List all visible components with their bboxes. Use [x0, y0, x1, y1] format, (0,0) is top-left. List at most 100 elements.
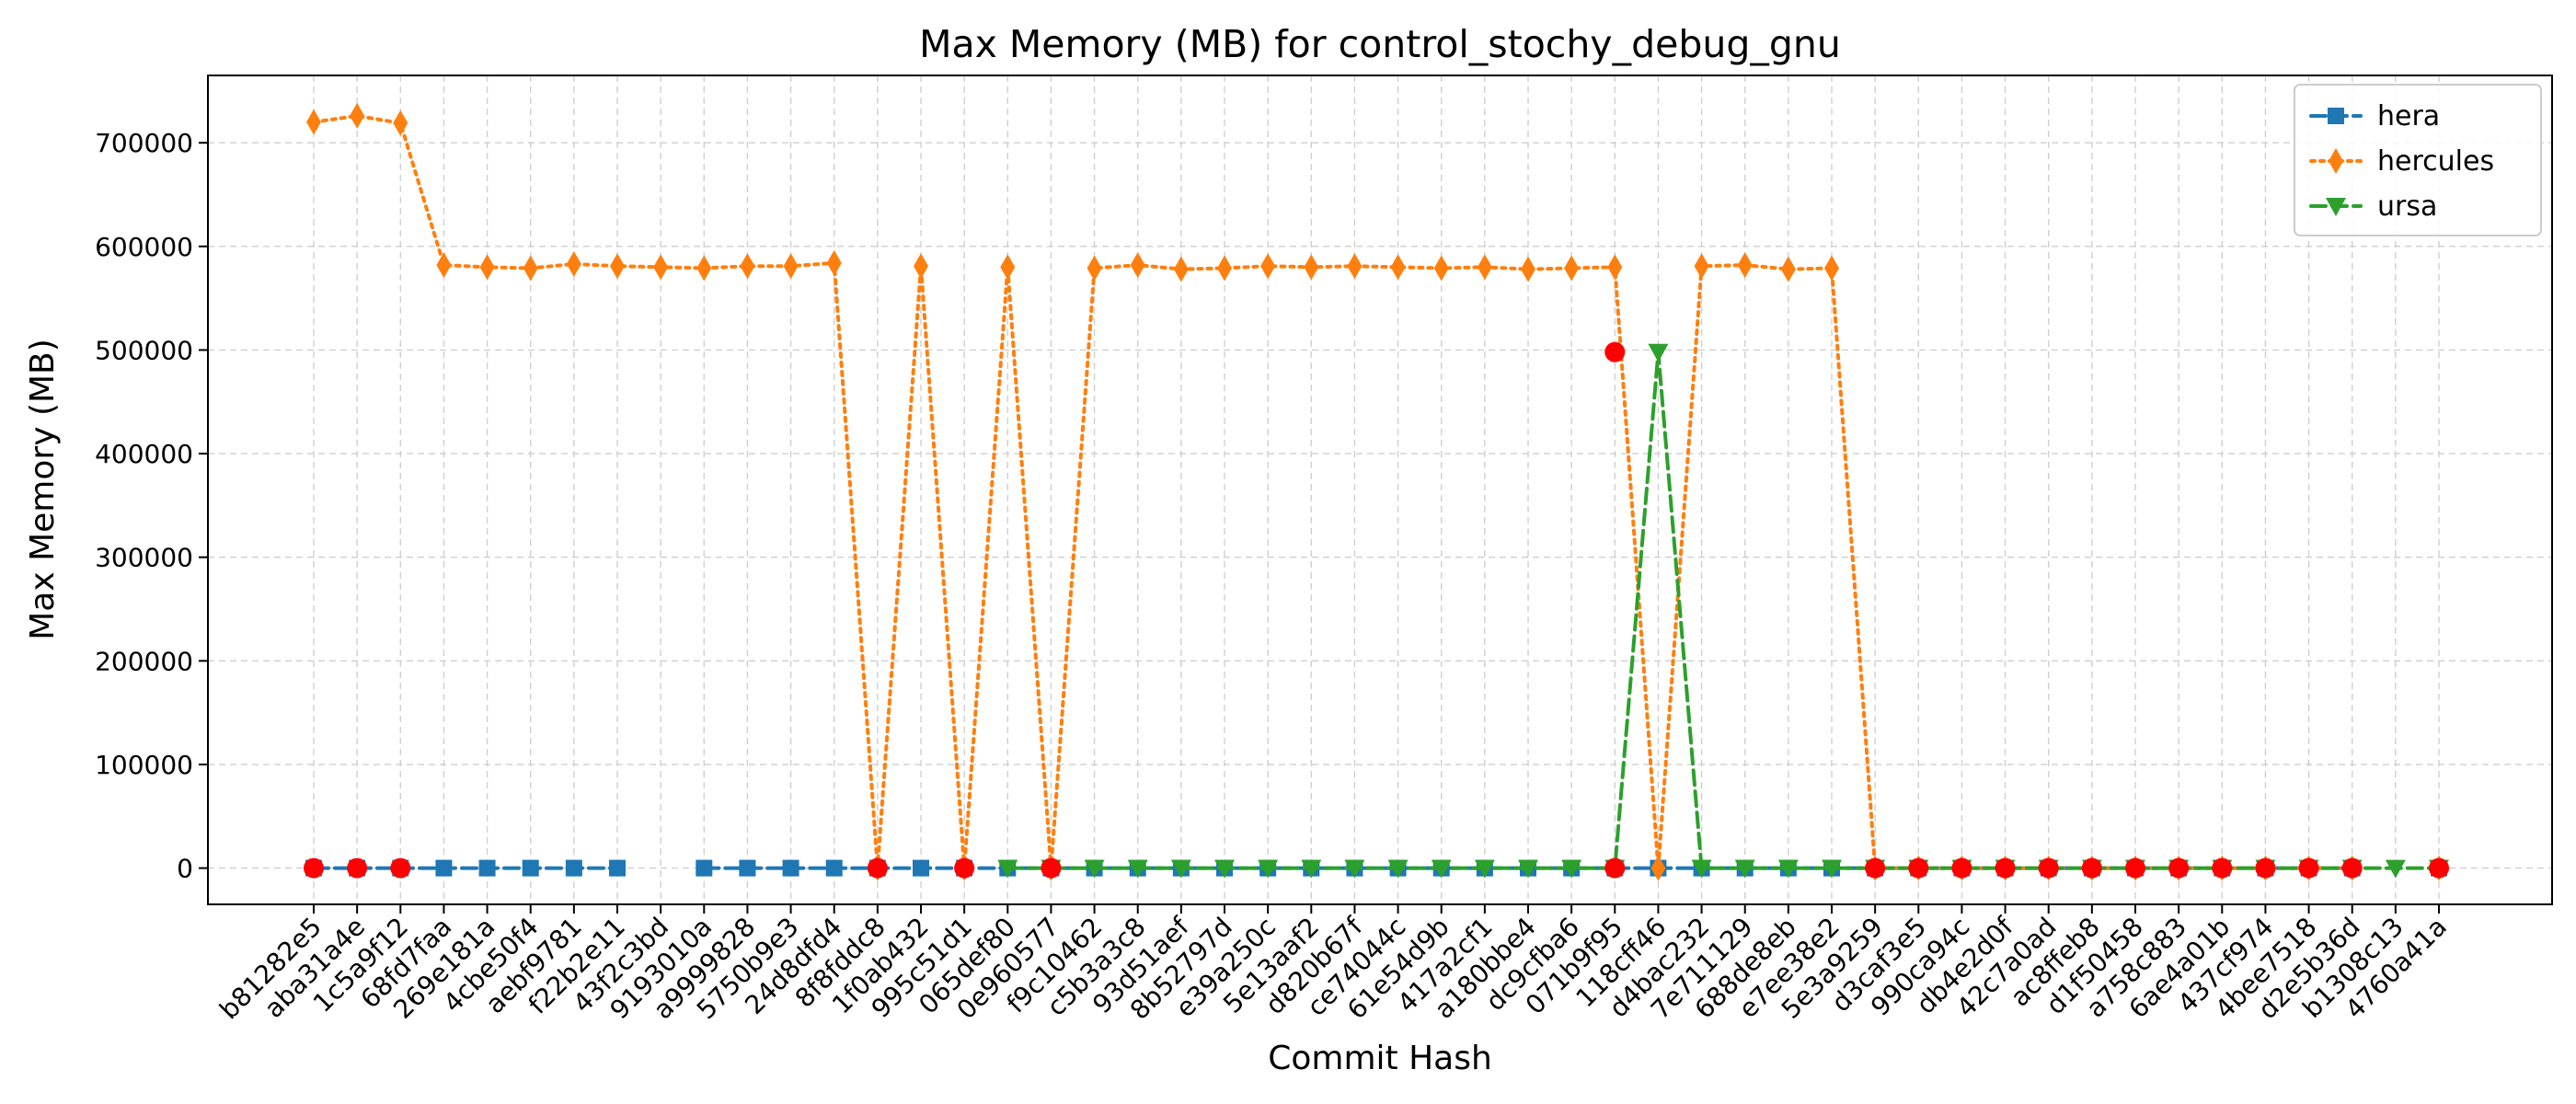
- highlight-point: [2341, 857, 2363, 879]
- data-point-hercules: [1130, 252, 1145, 279]
- y-axis: 0 100000 200000 300000 400000 500000 600000 700…: [95, 128, 208, 884]
- data-point-hercules: [1000, 254, 1016, 281]
- y-tick-label: 600000: [95, 232, 193, 262]
- data-point-hera: [782, 859, 799, 877]
- y-tick-label: 700000: [95, 128, 193, 158]
- data-point-hercules: [1217, 255, 1232, 282]
- data-point-hercules: [1304, 254, 1319, 281]
- data-point-ursa: [997, 859, 1018, 879]
- series-ursa: [997, 343, 2449, 879]
- data-point-hercules: [393, 109, 408, 136]
- data-point-hercules: [1737, 252, 1753, 279]
- data-point-ursa: [1214, 859, 1235, 879]
- data-point-hera: [739, 859, 756, 877]
- data-point-ursa: [1474, 859, 1495, 879]
- data-point-hera: [825, 859, 843, 877]
- data-point-hercules: [1260, 253, 1276, 280]
- data-point-hercules: [1477, 254, 1492, 281]
- y-tick-label: 100000: [95, 750, 193, 780]
- highlight-point: [1908, 857, 1929, 879]
- highlight-point: [2212, 857, 2233, 879]
- legend-entry-hercules: hercules: [2309, 145, 2494, 178]
- data-point-ursa: [1777, 859, 1799, 879]
- data-point-hercules: [436, 252, 452, 279]
- data-point-ursa: [1734, 859, 1755, 879]
- legend: hera hercules ursa: [2294, 84, 2542, 236]
- data-point-hercules: [479, 254, 495, 281]
- highlight-point: [2081, 857, 2102, 879]
- data-point-hercules: [1390, 254, 1406, 281]
- data-point-hercules: [1564, 255, 1580, 282]
- data-point-hercules: [1087, 255, 1102, 282]
- highlight-point: [954, 857, 975, 879]
- data-point-ursa: [2385, 859, 2406, 879]
- series-line-hercules: [312, 113, 2354, 870]
- data-point-hera: [565, 859, 582, 877]
- y-tick-label: 300000: [95, 543, 193, 573]
- y-tick-label: 400000: [95, 439, 193, 469]
- data-point-hera: [609, 859, 626, 877]
- y-tick-label: 200000: [95, 646, 193, 676]
- data-point-hercules: [1694, 253, 1709, 280]
- plot-frame: [207, 75, 2553, 905]
- grid: [208, 75, 2552, 904]
- legend-label: ursa: [2377, 190, 2437, 223]
- highlight-point: [2038, 857, 2059, 879]
- data-point-ursa: [1258, 859, 1279, 879]
- data-point-ursa: [1691, 859, 1712, 879]
- data-point-hercules: [1824, 255, 1839, 282]
- series-layer: [305, 102, 2449, 881]
- legend-label: hercules: [2377, 145, 2494, 178]
- legend-entry-hera: hera: [2309, 100, 2440, 132]
- legend-marker: [2326, 198, 2346, 216]
- highlight-point: [1995, 857, 2016, 879]
- data-point-hercules: [610, 253, 625, 280]
- data-point-hercules: [306, 109, 321, 135]
- data-point-ursa: [1170, 859, 1191, 879]
- legend-label: hera: [2377, 100, 2440, 132]
- data-point-hercules: [1607, 254, 1623, 281]
- data-point-hercules: [566, 250, 581, 277]
- data-point-ursa: [1387, 859, 1409, 879]
- data-point-ursa: [1822, 859, 1842, 879]
- data-point-hercules: [1173, 256, 1189, 282]
- series-line-ursa: [1006, 351, 2441, 870]
- data-point-ursa: [1301, 859, 1322, 879]
- data-point-hera: [435, 859, 453, 877]
- highlight-point: [1604, 857, 1626, 879]
- data-point-hercules: [1780, 256, 1796, 282]
- data-point-ursa: [1084, 859, 1105, 879]
- data-point-hera: [478, 859, 496, 877]
- data-point-hercules: [1347, 253, 1363, 280]
- data-point-hercules: [523, 255, 538, 282]
- highlight-point: [867, 857, 888, 879]
- series-hercules: [306, 102, 2446, 881]
- data-point-ursa: [1518, 859, 1538, 879]
- highlight-point: [1041, 857, 1062, 879]
- highlight-layer: [304, 341, 2449, 879]
- x-axis: b81282e5aba31a4e1c5a9f1268fd7faa269e181a…: [213, 904, 2453, 1026]
- data-point-hercules: [350, 102, 365, 129]
- highlight-point: [390, 857, 411, 879]
- legend-marker: [2328, 108, 2344, 124]
- data-point-ursa: [1431, 859, 1452, 879]
- data-point-hercules: [696, 255, 712, 282]
- data-point-hercules: [914, 253, 928, 280]
- data-point-hercules: [653, 254, 669, 281]
- data-point-hera: [696, 859, 713, 877]
- highlight-point: [1865, 857, 1886, 879]
- highlight-point: [2298, 857, 2319, 879]
- legend-entry-ursa: ursa: [2309, 190, 2437, 223]
- data-point-hercules: [1433, 255, 1449, 282]
- data-point-ursa: [1648, 343, 1669, 362]
- data-point-ursa: [1344, 859, 1365, 879]
- x-axis-title: Commit Hash: [1268, 1040, 1492, 1077]
- highlight-point: [1604, 341, 1626, 362]
- legend-marker: [2329, 148, 2343, 174]
- data-point-hercules: [740, 253, 755, 280]
- data-point-hercules: [1650, 855, 1666, 881]
- y-tick-label: 0: [177, 854, 193, 884]
- highlight-point: [2429, 857, 2449, 879]
- highlight-point: [1951, 857, 1972, 879]
